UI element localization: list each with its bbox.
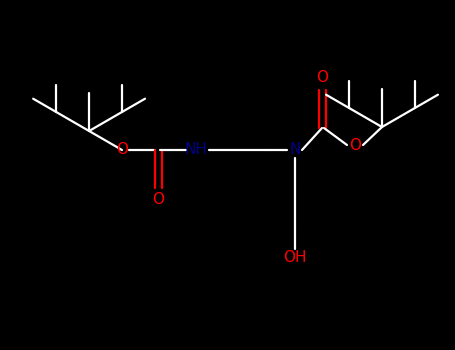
Text: O: O xyxy=(316,70,328,85)
Text: O: O xyxy=(349,138,361,153)
Text: NH: NH xyxy=(185,142,207,158)
Text: OH: OH xyxy=(283,250,307,265)
Text: O: O xyxy=(116,142,128,158)
Text: O: O xyxy=(152,193,164,208)
Text: N: N xyxy=(289,142,301,158)
